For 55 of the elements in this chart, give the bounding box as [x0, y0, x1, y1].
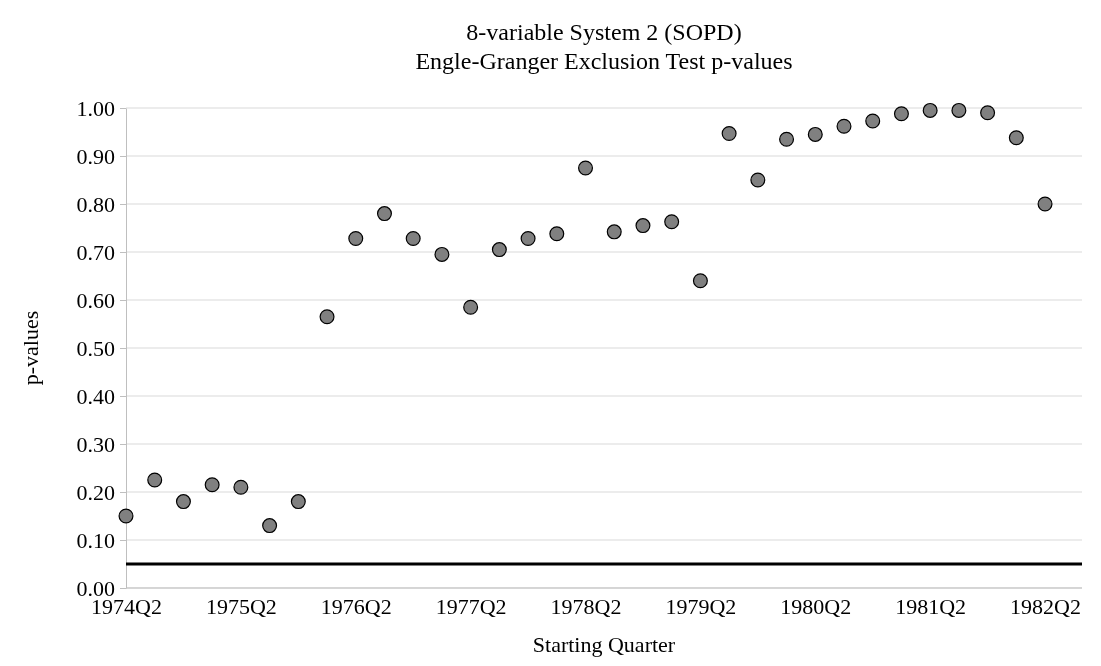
- y-tick-label: 0.90: [76, 143, 115, 169]
- y-tick-label: 0.80: [76, 191, 115, 217]
- point: [118, 508, 134, 524]
- point: [635, 218, 651, 234]
- point: [865, 113, 881, 129]
- point: [721, 125, 737, 141]
- point: [980, 105, 996, 121]
- x-tick-label: 1979Q2: [665, 593, 737, 619]
- x-tick-label: 1982Q2: [1010, 593, 1081, 619]
- point: [750, 172, 766, 188]
- y-tick-label: 0.70: [76, 239, 115, 265]
- y-axis-title: p-values: [18, 310, 43, 386]
- x-tick-label: 1980Q2: [780, 593, 852, 619]
- point: [606, 224, 622, 240]
- x-axis-title: Starting Quarter: [532, 632, 676, 657]
- point: [520, 231, 536, 247]
- y-tick-label: 0.20: [76, 479, 115, 505]
- y-tick-label: 0.50: [76, 335, 115, 361]
- point: [692, 273, 708, 289]
- y-tick-label: 0.40: [76, 383, 115, 409]
- point: [1008, 130, 1024, 146]
- x-tick-label: 1977Q2: [435, 593, 507, 619]
- point: [807, 126, 823, 142]
- point: [233, 479, 249, 495]
- point: [836, 118, 852, 134]
- point: [491, 242, 507, 258]
- point: [348, 231, 364, 247]
- x-tick-label: 1981Q2: [895, 593, 967, 619]
- point: [549, 226, 565, 242]
- point: [893, 106, 909, 122]
- y-tick-label: 0.30: [76, 431, 115, 457]
- x-tick-label: 1975Q2: [205, 593, 277, 619]
- x-tick-label: 1976Q2: [320, 593, 392, 619]
- point: [262, 518, 278, 534]
- point: [664, 214, 680, 230]
- point: [319, 309, 335, 325]
- y-tick-label: 1.00: [76, 95, 115, 121]
- x-tick-label: 1978Q2: [550, 593, 622, 619]
- point: [147, 472, 163, 488]
- point: [204, 477, 220, 493]
- point: [463, 299, 479, 315]
- point: [1037, 196, 1053, 212]
- point: [779, 131, 795, 147]
- chart-title: 8-variable System 2 (SOPD): [466, 19, 742, 45]
- chart-subtitle: Engle-Granger Exclusion Test p-values: [415, 48, 793, 74]
- point: [578, 160, 594, 176]
- point: [405, 231, 421, 247]
- point: [175, 494, 191, 510]
- point: [376, 206, 392, 222]
- point: [290, 494, 306, 510]
- point: [434, 246, 450, 262]
- point: [951, 102, 967, 118]
- y-tick-label: 0.10: [76, 527, 115, 553]
- y-tick-label: 0.60: [76, 287, 115, 313]
- point: [922, 102, 938, 118]
